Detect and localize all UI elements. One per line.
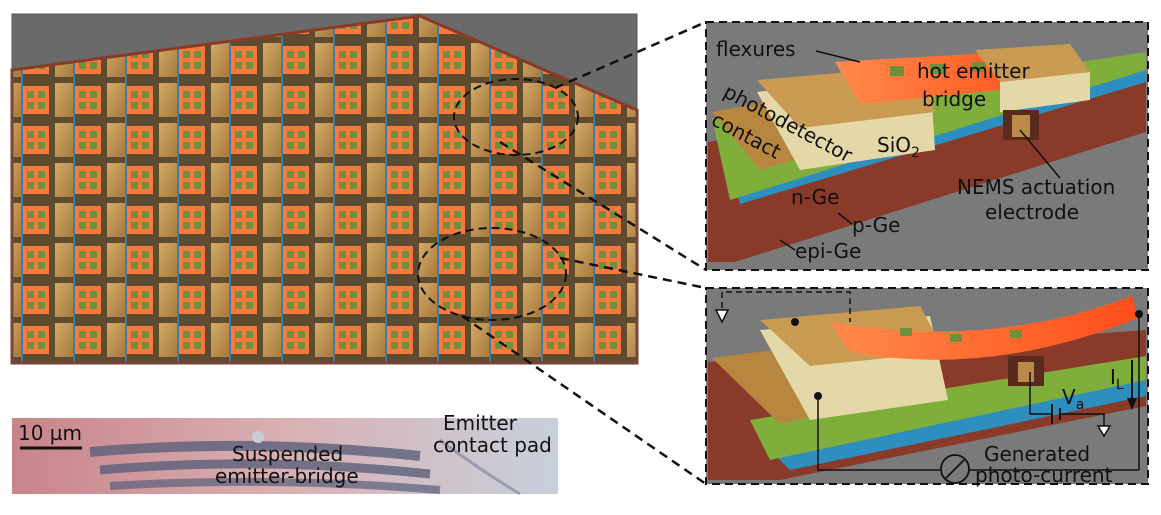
label-nems-2: electrode bbox=[985, 200, 1079, 224]
label-contact-1: Emitter bbox=[443, 411, 518, 435]
label-generated-1: Generated bbox=[984, 442, 1090, 466]
label-contact-2: contact pad bbox=[433, 433, 552, 457]
label-nems-1: NEMS actuation bbox=[957, 175, 1115, 199]
scale-bar-label: 10 µm bbox=[18, 421, 82, 445]
label-suspended-1: Suspended bbox=[232, 442, 343, 466]
label-va: Va bbox=[1062, 385, 1084, 413]
callout-ellipse-top bbox=[453, 78, 579, 156]
label-il: IL bbox=[1110, 365, 1124, 393]
callout-ellipse-bottom bbox=[417, 227, 567, 321]
detail-panel-bottom: Va IL Generated photo-current bbox=[705, 287, 1149, 487]
sem-micrograph: 10 µm Suspended emitter-bridge Emitter c… bbox=[12, 411, 558, 496]
device-array-render bbox=[10, 13, 639, 365]
label-sio2: SiO2 bbox=[877, 133, 920, 161]
label-epi-ge: epi-Ge bbox=[795, 239, 861, 263]
label-suspended-2: emitter-bridge bbox=[215, 464, 359, 488]
detail-panel-top: flexures hot emitter bridge photodetecto… bbox=[705, 21, 1149, 271]
label-hot-emitter-1: hot emitter bbox=[917, 59, 1030, 83]
label-generated-2: photo-current bbox=[975, 463, 1113, 487]
label-hot-emitter-2: bridge bbox=[922, 87, 986, 111]
label-n-ge: n-Ge bbox=[791, 185, 839, 209]
callout-connectors bbox=[461, 20, 707, 486]
label-flexures: flexures bbox=[716, 37, 796, 61]
label-p-ge: p-Ge bbox=[852, 213, 900, 237]
